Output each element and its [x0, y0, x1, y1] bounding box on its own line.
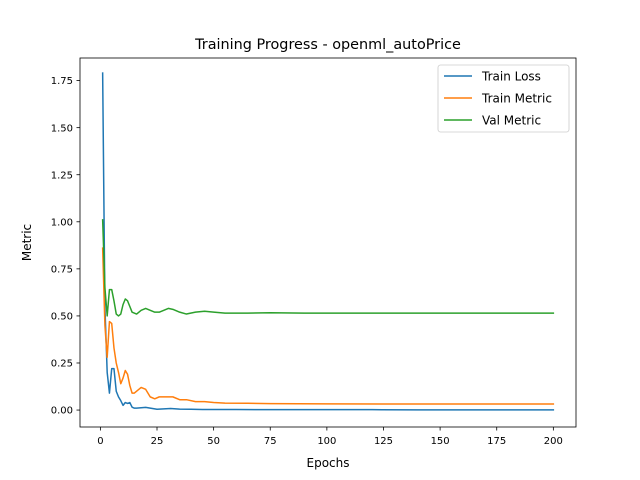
- y-tick-label: 1.25: [51, 170, 73, 181]
- x-tick-label: 200: [544, 436, 563, 447]
- y-tick-label: 0.50: [51, 312, 73, 323]
- x-tick-label: 75: [264, 436, 277, 447]
- y-tick-label: 0.75: [51, 264, 73, 275]
- legend-box: [437, 64, 570, 133]
- x-axis: 0 25 50 75 100 125 150 175 200: [97, 427, 563, 447]
- plot-lines: [101, 72, 555, 411]
- x-tick-label: 150: [431, 436, 450, 447]
- y-tick-label: 0.00: [51, 406, 73, 417]
- x-tick-label: 125: [374, 436, 393, 447]
- y-tick-label: 1.50: [51, 123, 73, 134]
- y-axis-label: Metric: [20, 224, 34, 261]
- x-tick-label: 100: [317, 436, 336, 447]
- plot-area-frame: [79, 57, 577, 428]
- series-line-train-loss: [101, 72, 555, 411]
- chart-title: Training Progress - openml_autoPrice: [194, 37, 461, 53]
- series-line-train-metric: [101, 247, 555, 405]
- y-axis: 0.00 0.25 0.50 0.75 1.00 1.25 1.50 1.75: [51, 76, 80, 417]
- x-tick-label: 50: [207, 436, 220, 447]
- y-tick-label: 0.25: [51, 359, 73, 370]
- legend: Train Loss Train Metric Val Metric: [437, 64, 570, 133]
- legend-label-val-metric: Val Metric: [482, 114, 541, 128]
- series-line-val-metric: [101, 219, 555, 317]
- x-axis-label: Epochs: [307, 456, 350, 470]
- x-tick-label: 25: [151, 436, 164, 447]
- x-tick-label: 175: [487, 436, 506, 447]
- y-tick-label: 1.00: [51, 217, 73, 228]
- legend-label-train-metric: Train Metric: [481, 92, 552, 106]
- y-tick-label: 1.75: [51, 76, 73, 87]
- legend-label-train-loss: Train Loss: [481, 70, 541, 84]
- x-tick-label: 0: [97, 436, 103, 447]
